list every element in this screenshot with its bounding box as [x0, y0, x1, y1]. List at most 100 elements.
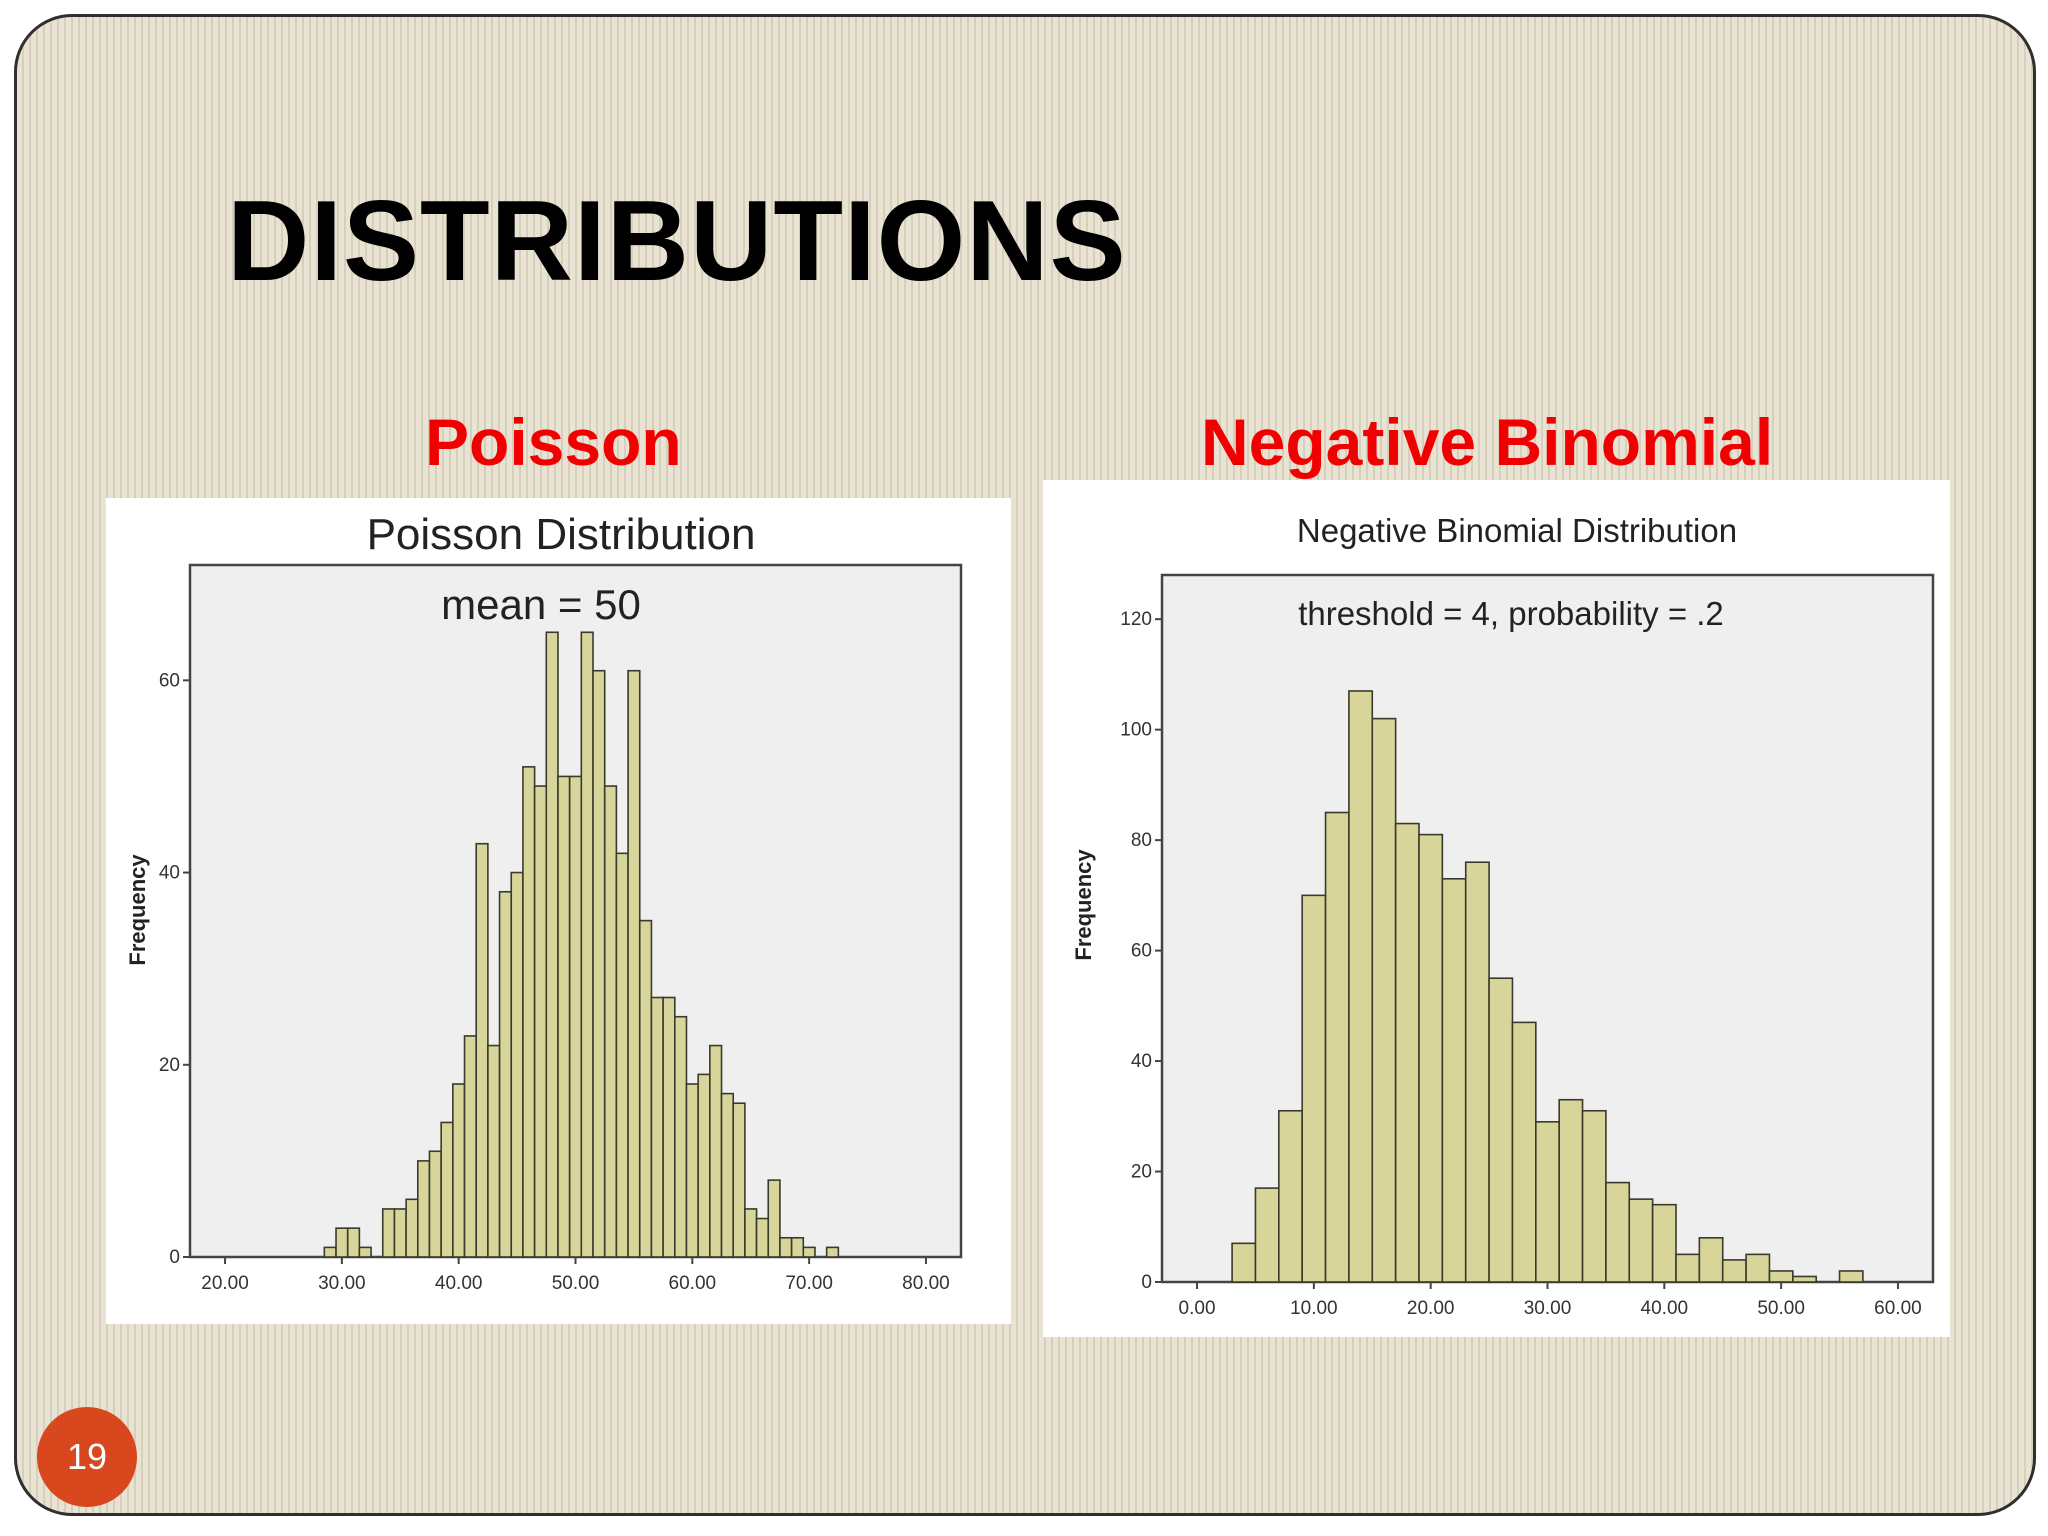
histogram-bar [463, 1035, 478, 1258]
histogram-bar [1301, 894, 1327, 1283]
histogram-bar [568, 775, 583, 1258]
histogram-bar [358, 1246, 372, 1258]
y-tick-label: 0 [1141, 1272, 1152, 1293]
poisson-heading: Poisson [425, 405, 682, 479]
negative-binomial-heading: Negative Binomial [1201, 405, 1774, 479]
histogram-bar [732, 1102, 746, 1258]
histogram-bar [1792, 1275, 1817, 1283]
x-tick-label: 50.00 [552, 1273, 600, 1294]
histogram-bar [1838, 1270, 1864, 1283]
histogram-bar [673, 1015, 688, 1258]
x-tick-label: 0.00 [1179, 1298, 1216, 1319]
negative-binomial-chart: Negative Binomial Distribution threshold … [1071, 512, 1935, 1319]
x-tick-label: 60.00 [1874, 1298, 1922, 1319]
histogram-bar [323, 1246, 337, 1258]
histogram-bar [1558, 1098, 1584, 1283]
histogram-bar [346, 1227, 361, 1258]
x-tick-label: 20.00 [1407, 1298, 1455, 1319]
histogram-bar [475, 842, 489, 1258]
y-tick-label: 120 [1120, 609, 1152, 630]
histogram-bar [1745, 1253, 1771, 1283]
slide-number-badge: 19 [37, 1407, 137, 1507]
y-axis-label: Frequency [125, 854, 150, 966]
poisson-chart: Poisson Distribution mean = 50 20.00 30.00 4… [125, 510, 963, 1294]
chart-title: Poisson Distribution [367, 510, 756, 559]
histogram-bar [533, 785, 548, 1258]
histogram-bar [557, 775, 571, 1258]
histogram-bar [627, 669, 641, 1258]
chart-subtitle: threshold = 4, probability = .2 [1298, 595, 1724, 632]
x-tick-label: 70.00 [785, 1273, 833, 1294]
histogram-bar [1441, 877, 1467, 1283]
histogram-bar [1324, 811, 1350, 1283]
histogram-bar [615, 852, 629, 1258]
y-tick-label: 60 [1131, 941, 1152, 962]
histogram-bar [709, 1044, 723, 1258]
chart-subtitle: mean = 50 [441, 581, 641, 628]
histogram-bar [1721, 1259, 1747, 1283]
histogram-bar [1254, 1187, 1280, 1283]
histogram-bar [603, 785, 618, 1258]
histogram-bar [1488, 977, 1514, 1283]
y-tick-label: 60 [159, 670, 180, 691]
histogram-bar [545, 631, 559, 1258]
histogram-bar [335, 1227, 349, 1258]
negative-binomial-chart-panel: Negative Binomial Distribution threshold … [1043, 480, 1950, 1337]
histogram-bar [487, 1044, 501, 1258]
slide: DISTRIBUTIONS Poisson Negative Binomial … [14, 14, 2036, 1516]
bar-group [1231, 690, 1864, 1283]
x-tick-label: 40.00 [1641, 1298, 1689, 1319]
histogram-bar [802, 1246, 816, 1258]
histogram-bar [1581, 1109, 1607, 1283]
poisson-chart-panel: Poisson Distribution mean = 50 20.00 30.00 4… [106, 498, 1011, 1324]
histogram-bar [452, 1083, 466, 1258]
histogram-bar [498, 890, 513, 1258]
y-tick-label: 20 [1131, 1162, 1152, 1183]
x-tick-label: 10.00 [1290, 1298, 1338, 1319]
x-tick-label: 80.00 [902, 1273, 950, 1294]
histogram-bar [744, 1208, 758, 1258]
histogram-bar [440, 1121, 454, 1258]
bar-group [323, 631, 840, 1258]
y-axis-label: Frequency [1071, 849, 1096, 961]
histogram-bar [405, 1198, 419, 1258]
histogram-bar [1535, 1121, 1560, 1283]
histogram-bar [767, 1179, 781, 1258]
histogram-bar [592, 669, 606, 1258]
histogram-bar [779, 1236, 793, 1258]
histogram-bar [1698, 1237, 1724, 1283]
histogram-bar [381, 1208, 396, 1258]
chart-title: Negative Binomial Distribution [1297, 512, 1737, 549]
histogram-bar [393, 1208, 407, 1258]
y-tick-label: 20 [159, 1055, 180, 1076]
histogram-bar [638, 919, 653, 1258]
histogram-bar [416, 1160, 431, 1258]
histogram-bar [1394, 822, 1420, 1283]
histogram-bar [755, 1217, 770, 1258]
y-tick-label: 80 [1131, 830, 1152, 851]
histogram-bar [685, 1083, 699, 1258]
histogram-bar [522, 766, 536, 1258]
histogram-bar [510, 871, 524, 1258]
histogram-bar [1278, 1109, 1303, 1283]
slide-title: DISTRIBUTIONS [227, 178, 1127, 305]
histogram-bar [1675, 1253, 1701, 1283]
x-tick-label: 50.00 [1757, 1298, 1805, 1319]
histogram-bar [720, 1092, 735, 1258]
histogram-bar [1418, 833, 1444, 1283]
histogram-bar [1231, 1242, 1257, 1283]
histogram-bar [1464, 861, 1490, 1283]
histogram-bar [1768, 1270, 1794, 1283]
y-tick-label: 0 [169, 1247, 180, 1268]
histogram-bar [428, 1150, 442, 1258]
histogram-bar [1511, 1021, 1537, 1283]
x-tick-label: 20.00 [201, 1273, 249, 1294]
x-tick-label: 30.00 [318, 1273, 366, 1294]
histogram-bar [1605, 1181, 1631, 1283]
histogram-bar [697, 1073, 711, 1258]
histogram-bar [650, 996, 664, 1258]
histogram-bar [580, 631, 594, 1258]
histogram-bar [825, 1246, 840, 1258]
y-tick-label: 40 [1131, 1051, 1152, 1072]
histogram-bar [1628, 1198, 1654, 1283]
